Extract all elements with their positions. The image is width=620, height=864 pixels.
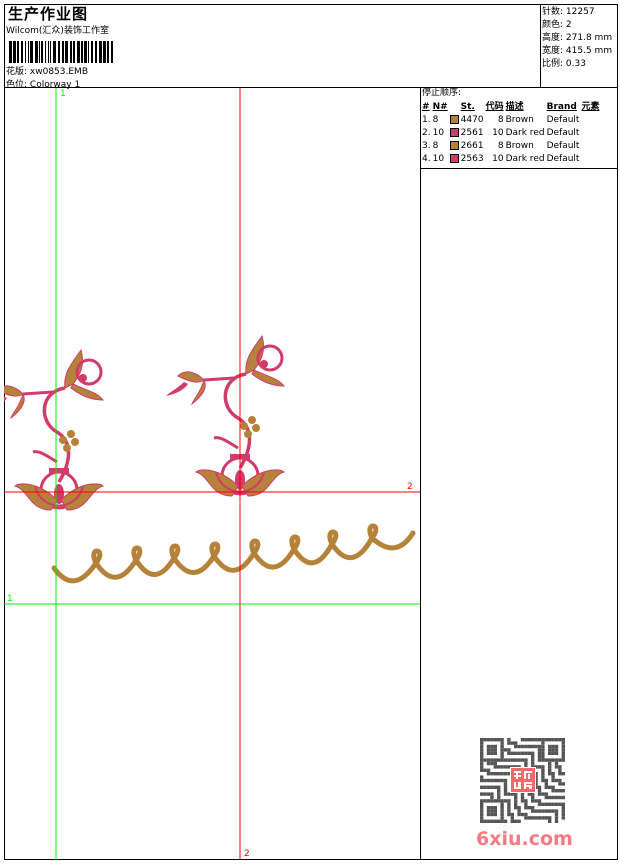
design-file: 花版: xw0853.EMB bbox=[6, 67, 88, 78]
design-label: 花版: bbox=[6, 67, 28, 77]
color-swatch bbox=[449, 115, 459, 124]
guide-label-green-top: 1 bbox=[60, 89, 66, 99]
design-canvas: 1 1 2 2 bbox=[0, 88, 421, 860]
info-stitches: 针数: 12257 bbox=[542, 7, 595, 17]
stop-row: 4. 10 2563 10 Dark red Default bbox=[422, 154, 580, 164]
info-scale: 比例: 0.33 bbox=[542, 59, 586, 69]
colorway-value: Colorway 1 bbox=[29, 80, 81, 90]
color-swatch bbox=[449, 141, 459, 150]
embroidery-preview: 1 1 2 2 bbox=[0, 88, 420, 860]
stop-sequence-panel: 停止顺序: # N# St. 代码 描述 Brand 元素 1. 8 4470 8 Br… bbox=[421, 88, 618, 169]
info-width: 宽度: 415.5 mm bbox=[542, 46, 613, 56]
stamp-logo bbox=[510, 767, 536, 793]
col-stitches: St. bbox=[460, 102, 475, 112]
col-brand: Brand bbox=[546, 102, 577, 112]
info-height: 高度: 271.8 mm bbox=[542, 33, 613, 43]
stop-sequence-table: # N# St. 代码 描述 Brand 元素 1. 8 4470 8 Brown Def… bbox=[422, 101, 601, 166]
info-colors: 颜色: 2 bbox=[542, 20, 572, 30]
stop-row: 1. 8 4470 8 Brown Default bbox=[422, 115, 580, 125]
guide-label-red-bottom: 2 bbox=[244, 849, 250, 859]
col-element: 元素 bbox=[581, 102, 600, 112]
col-needle: N# bbox=[432, 102, 448, 112]
barcode bbox=[9, 41, 113, 63]
col-index: # bbox=[422, 102, 430, 112]
color-swatch bbox=[449, 128, 459, 137]
design-info: 针数: 12257 颜色: 2 高度: 271.8 mm 宽度: 415.5 m… bbox=[541, 4, 618, 88]
design-value: xw0853.EMB bbox=[29, 67, 88, 77]
scallop-border bbox=[51, 523, 416, 584]
color-swatch bbox=[449, 154, 459, 163]
guide-label-red-right: 2 bbox=[407, 482, 413, 492]
company-name: Wilcom(汇众)装饰工作室 bbox=[6, 26, 109, 36]
stop-row: 3. 8 2661 8 Brown Default bbox=[422, 141, 580, 151]
stop-row: 2. 10 2561 10 Dark red Default bbox=[422, 128, 580, 138]
stop-sequence-title: 停止顺序: bbox=[422, 88, 462, 98]
col-description: 描述 bbox=[505, 102, 524, 112]
flower-motif bbox=[166, 334, 286, 497]
page-title: 生产作业图 bbox=[8, 5, 89, 23]
flower-motif bbox=[0, 348, 105, 511]
col-code: 代码 bbox=[485, 102, 504, 112]
watermark-logo: 6xiu.com bbox=[476, 828, 573, 850]
header: 生产作业图 Wilcom(汇众)装饰工作室 花版: xw0853.EMB 色位:… bbox=[4, 4, 541, 91]
guide-label-green-left: 1 bbox=[7, 594, 13, 604]
colorway-label: 色位: bbox=[6, 80, 28, 90]
colorway: 色位: Colorway 1 bbox=[6, 80, 80, 91]
